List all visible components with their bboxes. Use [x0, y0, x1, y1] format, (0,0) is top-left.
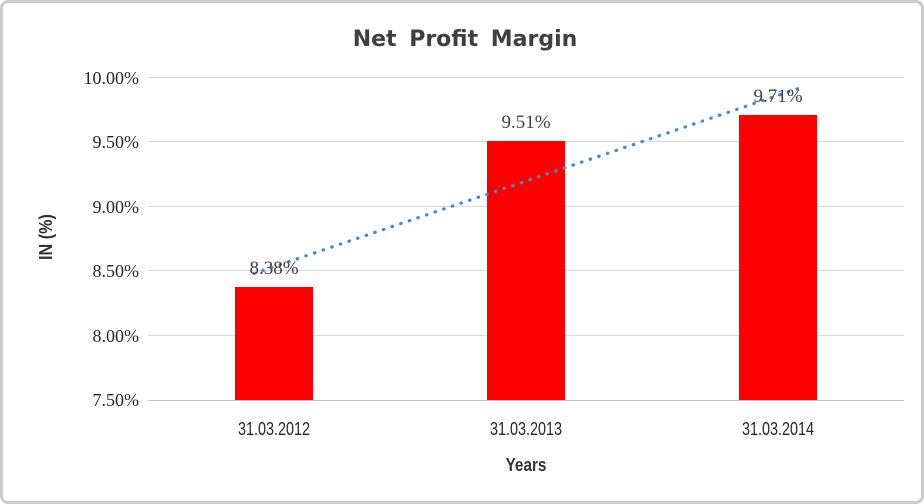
x-axis-title-label: Years — [505, 455, 547, 475]
y-tick-8.50%: 8.50% — [92, 261, 140, 281]
y-tick-7.50%: 7.50% — [92, 390, 140, 410]
x-tick-31.03.2012: 31.03.2012 — [237, 419, 311, 439]
y-tick-10.00%: 10.00% — [83, 68, 140, 88]
data-label-31.03.2014: 9.71% — [753, 86, 803, 107]
x-axis-line — [148, 400, 904, 401]
gridline — [148, 77, 904, 78]
bar-31.03.2013 — [487, 141, 565, 400]
data-label-31.03.2012: 8.38% — [249, 258, 299, 279]
y-axis-title-label: IN (%) — [36, 214, 56, 260]
y-tick-9.00%: 9.00% — [92, 197, 140, 217]
plot-area: 8.38% 9.51% 9.71% — [148, 77, 904, 401]
x-tick-31.03.2014: 31.03.2014 — [741, 419, 815, 439]
y-tick-8.00%: 8.00% — [92, 326, 140, 346]
y-tick-9.50%: 9.50% — [92, 132, 140, 152]
x-axis-title: Years — [454, 455, 599, 476]
data-label-31.03.2013: 9.51% — [501, 112, 551, 133]
chart-title: Net Profit Margin — [352, 27, 578, 52]
bar-31.03.2014 — [739, 115, 817, 400]
x-tick-31.03.2013: 31.03.2013 — [489, 419, 563, 439]
bar-31.03.2012 — [235, 287, 313, 400]
